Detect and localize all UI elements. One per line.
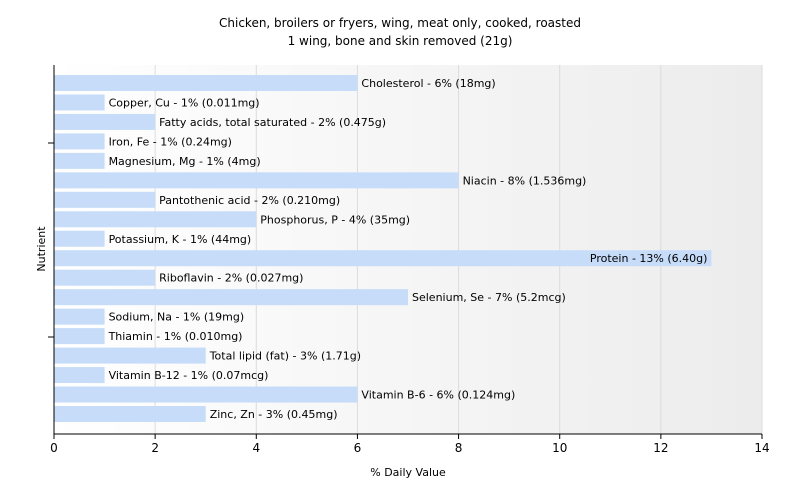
bar-4 bbox=[54, 152, 105, 169]
bar-13 bbox=[54, 328, 105, 345]
bar-9 bbox=[54, 250, 712, 267]
bar-label-12: Sodium, Na - 1% (19mg) bbox=[109, 311, 245, 324]
bar-3 bbox=[54, 133, 105, 150]
bar-6 bbox=[54, 191, 156, 208]
bar-16 bbox=[54, 386, 358, 403]
bar-label-10: Riboflavin - 2% (0.027mg) bbox=[159, 272, 303, 285]
bar-14 bbox=[54, 347, 206, 364]
x-tick-label-5: 10 bbox=[552, 441, 567, 455]
x-axis-label: % Daily Value bbox=[370, 466, 446, 479]
bar-17 bbox=[54, 405, 206, 422]
bar-label-17: Zinc, Zn - 3% (0.45mg) bbox=[210, 408, 338, 421]
bar-label-9: Protein - 13% (6.40g) bbox=[590, 252, 708, 265]
bar-11 bbox=[54, 289, 408, 306]
bar-label-16: Vitamin B-6 - 6% (0.124mg) bbox=[361, 389, 515, 402]
bar-7 bbox=[54, 211, 257, 228]
x-tick-label-3: 6 bbox=[354, 441, 362, 455]
bar-1 bbox=[54, 94, 105, 111]
x-tick-label-1: 2 bbox=[151, 441, 159, 455]
plot-background bbox=[54, 65, 762, 434]
bar-5 bbox=[54, 172, 459, 189]
bar-label-1: Copper, Cu - 1% (0.011mg) bbox=[109, 96, 260, 109]
x-tick-label-0: 0 bbox=[50, 441, 58, 455]
x-tick-label-7: 14 bbox=[754, 441, 769, 455]
bar-0 bbox=[54, 75, 358, 91]
bar-2 bbox=[54, 113, 156, 130]
y-axis-label: Nutrient bbox=[35, 226, 48, 272]
bar-12 bbox=[54, 308, 105, 325]
x-tick-label-6: 12 bbox=[653, 441, 668, 455]
chart-title: Chicken, broilers or fryers, wing, meat … bbox=[219, 16, 581, 30]
bar-label-7: Phosphorus, P - 4% (35mg) bbox=[260, 213, 410, 226]
bar-label-0: Cholesterol - 6% (18mg) bbox=[361, 77, 495, 90]
bar-label-4: Magnesium, Mg - 1% (4mg) bbox=[109, 155, 261, 168]
bar-10 bbox=[54, 269, 156, 286]
x-tick-label-2: 4 bbox=[252, 441, 260, 455]
bar-8 bbox=[54, 230, 105, 247]
x-ticks: 0 2 4 6 8 10 12 14 bbox=[50, 434, 770, 455]
bar-label-6: Pantothenic acid - 2% (0.210mg) bbox=[159, 194, 340, 207]
chart-subtitle: 1 wing, bone and skin removed (21g) bbox=[288, 34, 513, 48]
bar-label-15: Vitamin B-12 - 1% (0.07mcg) bbox=[109, 369, 269, 382]
bar-label-11: Selenium, Se - 7% (5.2mcg) bbox=[412, 291, 566, 304]
bar-15 bbox=[54, 367, 105, 384]
x-tick-label-4: 8 bbox=[455, 441, 463, 455]
bar-label-13: Thiamin - 1% (0.010mg) bbox=[108, 330, 243, 343]
bar-label-14: Total lipid (fat) - 3% (1.71g) bbox=[209, 350, 361, 363]
bar-label-5: Niacin - 8% (1.536mg) bbox=[463, 174, 587, 187]
bar-label-3: Iron, Fe - 1% (0.24mg) bbox=[109, 135, 232, 148]
bars-group: Cholesterol - 6% (18mg) Copper, Cu - 1% (… bbox=[54, 75, 712, 422]
bar-label-2: Fatty acids, total saturated - 2% (0.475… bbox=[159, 116, 386, 129]
bar-label-8: Potassium, K - 1% (44mg) bbox=[109, 233, 252, 246]
axes bbox=[48, 65, 762, 435]
